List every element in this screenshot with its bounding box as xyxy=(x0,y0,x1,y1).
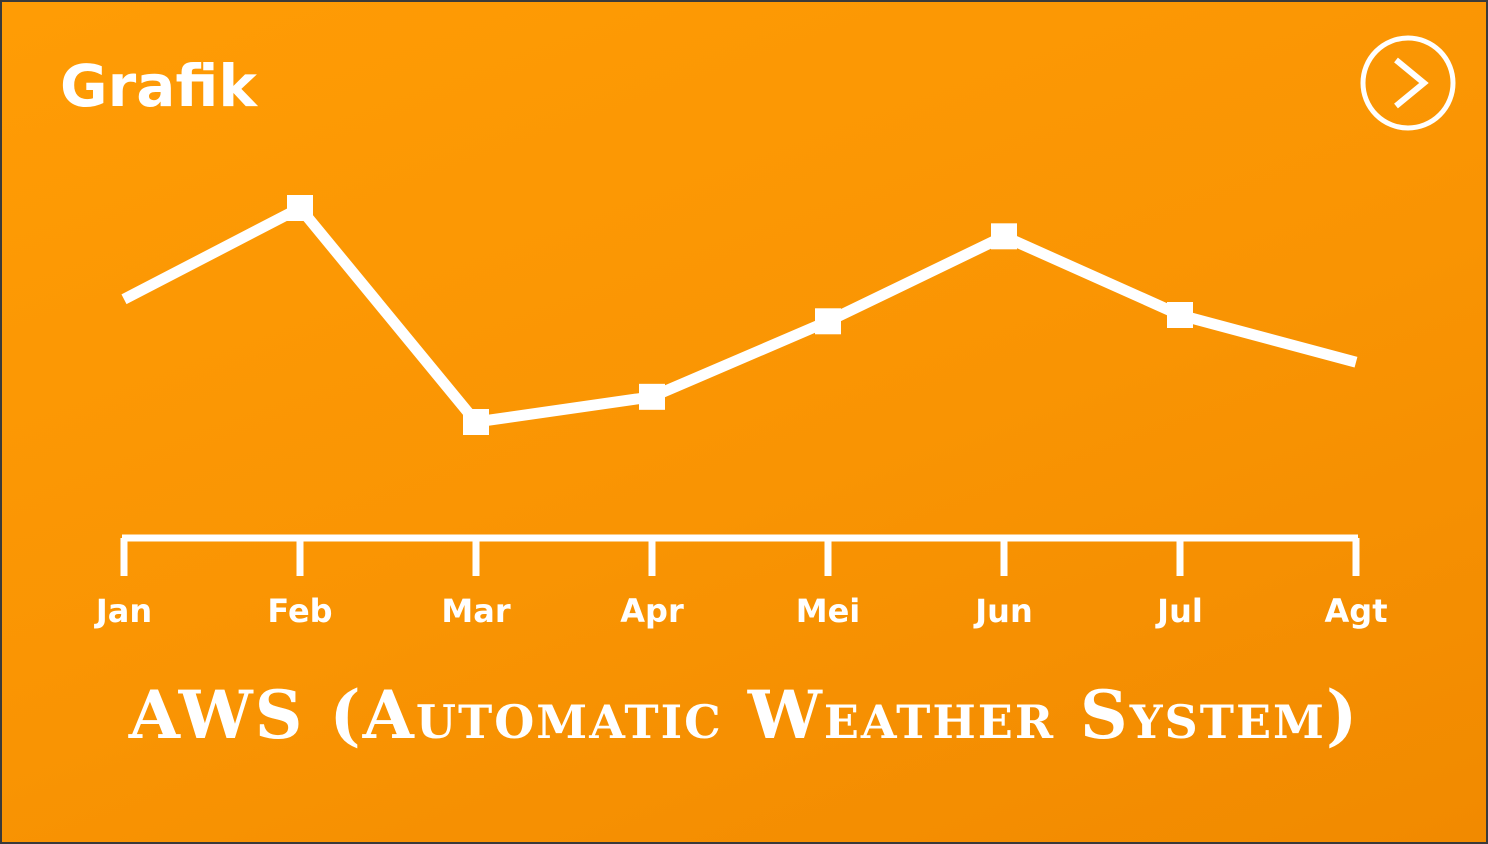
data-point-marker xyxy=(287,195,313,221)
line-chart: Jan Feb Mar Apr Mei Jun Jul Agt xyxy=(94,195,1388,630)
data-point-marker xyxy=(463,409,489,435)
x-axis-tick-label: Apr xyxy=(620,592,684,630)
data-series xyxy=(121,195,1358,435)
x-axis-tick-label: Jul xyxy=(1155,592,1203,630)
x-axis-tick-label: Jan xyxy=(94,592,152,630)
data-point-marker xyxy=(991,223,1017,250)
app-title: AWS (Automatic Weather System) xyxy=(128,676,1360,754)
x-axis-tick-label: Agt xyxy=(1325,592,1388,630)
chevron-right-circle-icon xyxy=(1360,35,1456,131)
x-axis-tick-label: Jun xyxy=(973,592,1032,630)
page-title: Grafik xyxy=(60,52,257,120)
data-point-marker xyxy=(815,308,841,335)
next-button[interactable] xyxy=(1358,33,1458,133)
x-axis-tick-label: Mei xyxy=(796,592,861,630)
x-axis-ticks xyxy=(120,538,1360,576)
data-point-marker xyxy=(1167,302,1193,328)
x-axis-labels: Jan Feb Mar Apr Mei Jun Jul Agt xyxy=(94,592,1388,630)
x-axis-tick-label: Mar xyxy=(441,592,510,630)
series-line xyxy=(121,201,1358,428)
x-axis-tick-label: Feb xyxy=(267,592,332,630)
data-point-marker xyxy=(639,383,665,410)
